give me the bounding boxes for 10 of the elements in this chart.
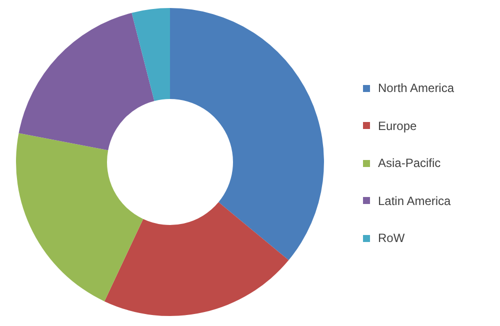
legend-label: Latin America [378,194,451,208]
donut-slice [170,8,324,260]
legend-label: RoW [378,231,405,245]
donut-slice [16,133,144,302]
donut-slice [132,8,170,101]
legend-label: Asia-Pacific [378,156,441,170]
donut-slice [18,12,154,150]
legend-label: Europe [378,118,417,132]
legend-label: North America [378,81,454,95]
donut-slice [104,202,289,316]
